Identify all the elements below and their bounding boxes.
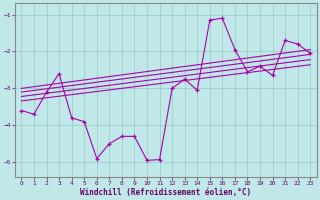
X-axis label: Windchill (Refroidissement éolien,°C): Windchill (Refroidissement éolien,°C) (80, 188, 252, 197)
